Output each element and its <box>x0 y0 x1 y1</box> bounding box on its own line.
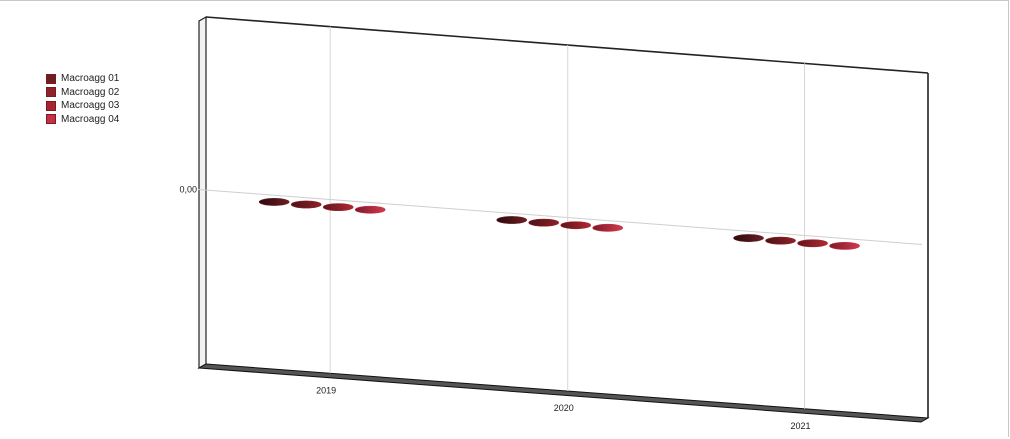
bar-disc <box>733 234 764 242</box>
legend-item: Macroagg 04 <box>46 113 119 127</box>
legend-item: Macroagg 02 <box>46 86 119 100</box>
legend-swatch <box>46 87 56 98</box>
bar-disc <box>560 221 592 230</box>
side-wall <box>198 15 207 370</box>
plot-bars <box>258 198 860 250</box>
legend-item: Macroagg 03 <box>46 99 119 113</box>
bar-disc <box>829 241 860 250</box>
chart-legend: Macroagg 01 Macroagg 02 Macroagg 03 Macr… <box>46 72 119 126</box>
legend-label: Macroagg 03 <box>61 100 120 112</box>
bar-disc <box>765 236 796 245</box>
bar-disc <box>797 239 828 248</box>
legend-label: Macroagg 01 <box>61 73 120 85</box>
x-tick-label: 2019 <box>316 385 336 395</box>
plot-gridlines <box>197 26 923 409</box>
y-tick-label: 0,00 <box>179 184 197 194</box>
plot-labels: 2019 2020 2021 0,00 <box>179 184 810 430</box>
plot-walls <box>197 15 930 423</box>
bar-disc <box>322 203 354 212</box>
bar-disc <box>354 205 386 214</box>
x-tick-label: 2021 <box>791 421 811 431</box>
legend-label: Macroagg 02 <box>61 86 120 98</box>
bar-disc <box>290 200 322 209</box>
floor <box>197 363 930 423</box>
legend-swatch <box>46 73 56 84</box>
legend-swatch <box>46 100 56 111</box>
bar-disc <box>496 216 528 224</box>
legend-label: Macroagg 04 <box>61 113 120 125</box>
bar-disc <box>258 198 290 206</box>
x-tick-label: 2020 <box>554 403 574 413</box>
legend-swatch <box>46 114 56 125</box>
legend-item: Macroagg 01 <box>46 72 119 86</box>
bar-disc <box>528 218 560 227</box>
zero-gridline <box>197 188 923 245</box>
wall-top-edge <box>205 16 929 74</box>
bar-disc <box>592 223 624 232</box>
